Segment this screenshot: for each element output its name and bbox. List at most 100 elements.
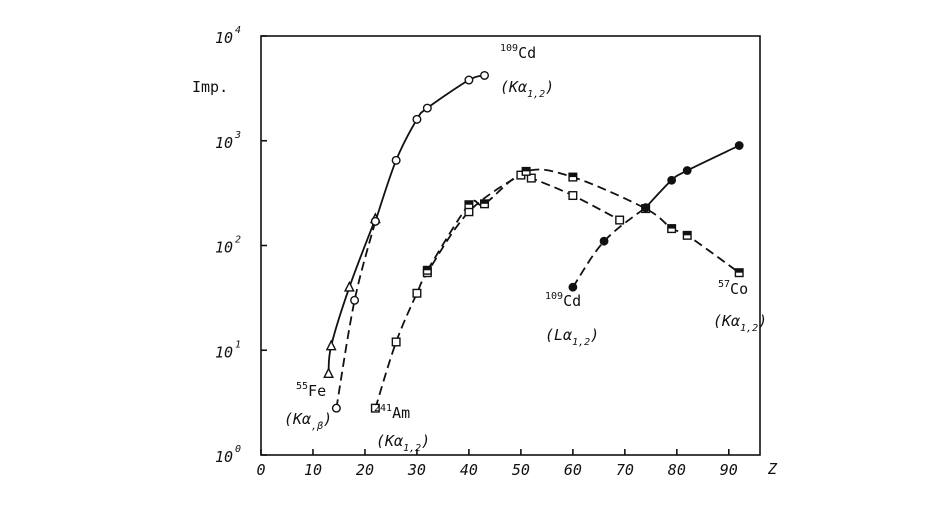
series-4-point-3-fill [522, 167, 530, 172]
annotation-2-element: Am [392, 404, 410, 422]
series-3-point-0 [370, 403, 380, 413]
series-line-1 [374, 74, 485, 222]
series-0-point-0 [323, 367, 335, 378]
annotation-0: 109Cd (Kα1,2) [500, 43, 554, 100]
series-4-point-8 [734, 268, 744, 278]
series-3-point-8 [615, 215, 625, 225]
series-4-point-7 [682, 230, 692, 240]
data-series [327, 74, 740, 409]
axis-labels: Imp. Z [192, 78, 778, 478]
annotation-4-mass-number: 57 [718, 279, 730, 290]
series-1-point-3 [422, 103, 432, 113]
annotation-4: 57Co (Kα1,2) [713, 279, 767, 334]
series-2-point-0 [331, 403, 341, 413]
series-4-point-0 [422, 265, 432, 275]
series-4-point-2-fill [480, 200, 489, 204]
annotation-1-isotope: 55Fe [296, 381, 326, 400]
annotation-0-line-index: 1,2 [527, 89, 545, 100]
annotation-3-line-label: (Lα [545, 326, 573, 344]
plot-border [260, 35, 761, 456]
series-2-point-1 [350, 295, 360, 305]
series-6-point-1 [667, 175, 677, 185]
x-tick-label-9: 90 [720, 461, 738, 479]
x-axis-label: Z [767, 460, 778, 478]
annotation-0-line: (Kα1,2) [500, 78, 554, 100]
series-3-point-1 [391, 337, 401, 347]
x-tick-label-1: 10 [304, 461, 322, 479]
annotation-3-line-index: 1,2 [572, 337, 590, 348]
series-line-4 [426, 168, 740, 274]
annotation-0-mass-number: 109 [500, 43, 518, 54]
annotation-1-element: Fe [308, 382, 326, 400]
x-tick-label-8: 80 [668, 461, 686, 479]
series-4-point-1 [464, 200, 474, 210]
y-tick-exponent-0: 0 [235, 444, 241, 455]
series-2-point-2 [370, 216, 380, 226]
x-tick-label-3: 30 [407, 461, 426, 479]
annotation-2-line-label: (Kα [376, 432, 404, 450]
series-6-point-0 [641, 203, 651, 213]
y-tick-label-4: 10 [215, 29, 233, 47]
series-6-point-2 [682, 166, 692, 175]
y-tick-label-2: 10 [215, 239, 233, 257]
annotation-4-line: (Kα1,2) [713, 312, 767, 334]
series-3-point-7 [568, 191, 578, 201]
x-tick-label-0: 0 [256, 461, 265, 479]
x-tick-label-2: 20 [356, 461, 374, 479]
series-3-point-2 [412, 288, 422, 298]
series-line-0 [327, 218, 377, 374]
series-1-point-1 [391, 155, 401, 165]
series-line-3 [374, 171, 621, 409]
annotation-3-close-paren: ) [590, 326, 599, 344]
annotation-3-isotope: 109Cd [545, 291, 581, 310]
annotation-4-line-label: (Kα [713, 312, 741, 330]
y-axis-label: Imp. [192, 78, 228, 96]
series-4-point-3 [521, 166, 531, 176]
plot-frame [260, 35, 761, 456]
series-3-point-6 [526, 173, 536, 183]
annotation-2-mass-number: 241 [374, 403, 392, 414]
series-line-2 [335, 221, 377, 409]
annotation-3-element: Cd [563, 292, 581, 310]
series-5-point-0 [568, 282, 578, 292]
y-tick-exponent-1: 1 [235, 339, 241, 350]
annotation-3-mass-number: 109 [545, 291, 563, 302]
series-4-point-0-fill [423, 266, 432, 271]
x-tick-label-5: 50 [512, 461, 530, 479]
annotation-4-close-paren: ) [758, 312, 767, 330]
annotation-4-element: Co [730, 280, 748, 298]
y-tick-label-3: 10 [215, 134, 233, 152]
series-4-point-1-fill [465, 200, 473, 205]
series-4-point-8-fill [735, 268, 744, 273]
series-4-point-4-fill [569, 173, 577, 178]
annotation-3: 109Cd (Lα1,2) [545, 291, 599, 348]
y-tick-label-0: 10 [215, 448, 233, 466]
x-tick-label-6: 60 [564, 461, 582, 479]
annotation-0-element: Cd [518, 44, 536, 62]
series-1-point-4 [464, 75, 474, 85]
x-tick-label-7: 70 [616, 461, 634, 479]
series-4-point-2 [480, 199, 490, 209]
series-0-point-2 [343, 280, 355, 292]
y-tick-label-1: 10 [215, 343, 233, 361]
y-tick-exponent-2: 2 [235, 235, 241, 246]
series-4-point-6-fill [667, 224, 676, 229]
y-tick-exponent-3: 3 [234, 130, 241, 141]
annotation-2-line-index: 1,2 [403, 443, 421, 454]
series-4-point-7-fill [683, 231, 692, 236]
series-1-point-5 [480, 70, 490, 80]
annotation-2-close-paren: ) [421, 432, 430, 450]
series-6-point-3 [734, 141, 744, 150]
annotation-2: 241Am (Kα1,2) [374, 403, 430, 454]
series-line-5 [572, 206, 647, 288]
series-5-point-1 [599, 236, 609, 246]
annotation-4-isotope: 57Co [718, 279, 748, 298]
annotations: 109Cd(Kα1,2)55Fe(Kα,β)241Am(Kα1,2)109Cd(… [284, 43, 767, 454]
annotation-1-line-index: ,β [311, 421, 323, 432]
annotation-1-close-paren: ) [323, 410, 332, 428]
series-line-6 [644, 144, 740, 209]
data-markers [323, 70, 744, 413]
series-1-point-2 [412, 114, 422, 124]
annotation-4-line-index: 1,2 [740, 323, 758, 334]
